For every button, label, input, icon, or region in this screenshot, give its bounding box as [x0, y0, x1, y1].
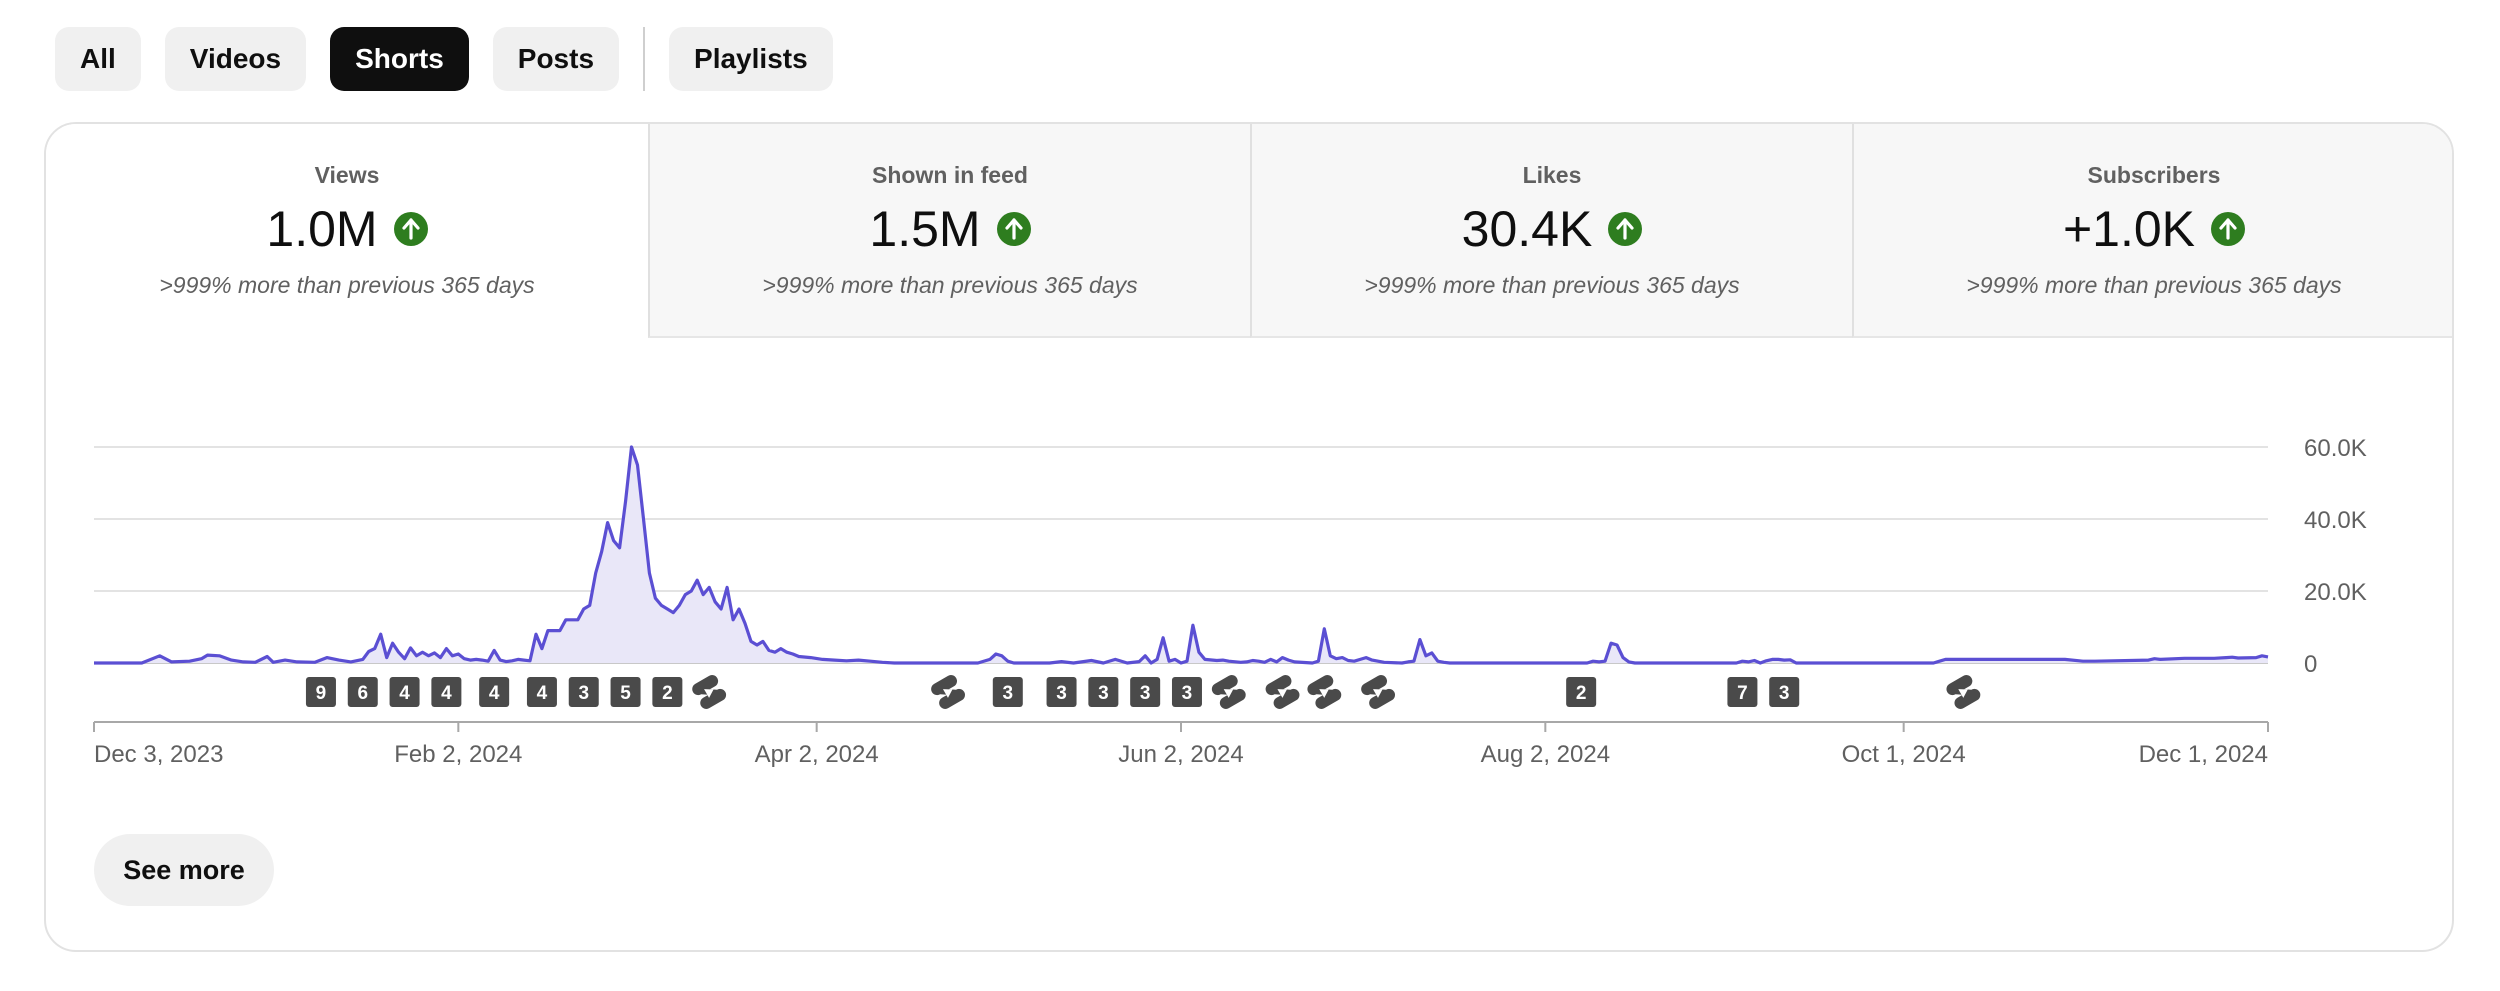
upload-count-marker — [1130, 677, 1161, 707]
upload-count-marker — [305, 677, 336, 707]
see-more-button[interactable]: See more — [94, 834, 274, 906]
upload-count-marker — [389, 677, 420, 707]
tab-shorts[interactable]: Shorts — [330, 27, 469, 91]
metric-comparison: >999% more than previous 365 days — [762, 272, 1138, 298]
upload-count-label: 4 — [399, 683, 410, 704]
upload-count-marker — [992, 677, 1023, 707]
metric-comparison: >999% more than previous 365 days — [1364, 272, 1740, 298]
metric-value: 1.5M — [869, 201, 981, 257]
metric-comparison: >999% more than previous 365 days — [159, 272, 535, 298]
shorts-marker-icon — [1265, 675, 1300, 709]
metric-label: Views — [314, 162, 380, 188]
x-tick-label: Feb 2, 2024 — [394, 741, 522, 768]
analytics-card: Views 1.0M >999% more than previous 365 … — [44, 122, 2454, 952]
tab-playlists[interactable]: Playlists — [669, 27, 833, 91]
metric-tab-shown-in-feed[interactable]: Shown in feed 1.5M >999% more than previ… — [648, 124, 1250, 338]
x-tick-label: Jun 2, 2024 — [1118, 741, 1243, 768]
upload-count-label: 4 — [489, 683, 500, 704]
shorts-marker-icon — [1211, 675, 1246, 709]
upload-count-marker — [1727, 677, 1758, 707]
upload-count-marker — [610, 677, 641, 707]
metric-value: +1.0K — [2062, 201, 2196, 257]
metric-value: 30.4K — [1461, 201, 1593, 257]
views-line-chart: 60.0K 40.0K 20.0K 0 Dec 3, 2023 Feb 2, 2024 Ap… — [93, 435, 2367, 768]
shorts-marker-icon — [692, 675, 727, 709]
tab-divider — [643, 27, 646, 91]
upload-count-label: 2 — [662, 683, 673, 704]
metric-tab-views[interactable]: Views 1.0M >999% more than previous 365 … — [46, 124, 648, 338]
x-tick-label: Aug 2, 2024 — [1481, 741, 1610, 768]
upload-count-marker — [1046, 677, 1077, 707]
trend-up-icon — [393, 212, 428, 246]
metric-tab-subscribers[interactable]: Subscribers +1.0K >999% more than previo… — [1852, 124, 2452, 338]
shorts-marker-icon — [1361, 675, 1395, 709]
metric-value: 1.0M — [266, 201, 378, 257]
upload-count-label: 3 — [1098, 683, 1109, 704]
upload-count-marker — [347, 677, 378, 707]
x-tick-label: Dec 1, 2024 — [2139, 741, 2268, 768]
upload-count-label: 4 — [441, 683, 452, 704]
metric-label: Shown in feed — [872, 162, 1028, 188]
content-type-tabs: All Videos Shorts Posts Playlists — [55, 27, 857, 91]
y-tick-label: 0 — [2304, 651, 2317, 678]
metric-label: Likes — [1522, 162, 1582, 188]
upload-count-marker — [1088, 677, 1119, 707]
y-tick-label: 60.0K — [2304, 435, 2367, 462]
upload-count-label: 4 — [537, 683, 548, 704]
metric-tabs: Views 1.0M >999% more than previous 365 … — [46, 124, 2452, 338]
y-tick-label: 20.0K — [2304, 579, 2367, 606]
shorts-marker-icon — [1307, 675, 1342, 709]
upload-count-label: 3 — [1140, 683, 1151, 704]
trend-up-icon — [2211, 212, 2246, 246]
tab-videos[interactable]: Videos — [164, 27, 307, 91]
trend-up-icon — [996, 212, 1031, 246]
upload-count-marker — [526, 677, 557, 707]
upload-count-label: 3 — [578, 683, 589, 704]
x-tick-label: Dec 3, 2023 — [94, 741, 223, 768]
y-tick-label: 40.0K — [2304, 507, 2367, 534]
upload-count-label: 6 — [357, 683, 368, 704]
x-tick-label: Apr 2, 2024 — [755, 741, 879, 768]
upload-count-marker — [652, 677, 683, 707]
upload-count-marker — [479, 677, 510, 707]
upload-count-label: 3 — [1003, 683, 1014, 704]
metric-label: Subscribers — [2087, 162, 2221, 188]
upload-count-label: 3 — [1056, 683, 1067, 704]
upload-count-label: 3 — [1182, 683, 1193, 704]
tab-all[interactable]: All — [55, 27, 141, 91]
upload-count-label: 7 — [1737, 683, 1748, 704]
x-tick-label: Oct 1, 2024 — [1842, 741, 1966, 768]
metric-comparison: >999% more than previous 365 days — [1966, 272, 2342, 298]
tab-posts[interactable]: Posts — [492, 27, 620, 91]
upload-count-marker — [1769, 677, 1800, 707]
upload-count-label: 9 — [316, 683, 327, 704]
upload-count-marker — [1171, 677, 1202, 707]
upload-count-label: 5 — [620, 683, 631, 704]
upload-count-marker — [568, 677, 599, 707]
metric-tab-likes[interactable]: Likes 30.4K >999% more than previous 365… — [1250, 124, 1852, 338]
views-series-line — [94, 445, 2269, 665]
shorts-marker-icon — [1946, 675, 1981, 709]
upload-count-label: 3 — [1779, 683, 1790, 704]
views-series-area — [94, 447, 2268, 663]
upload-count-marker — [431, 677, 462, 707]
trend-up-icon — [1608, 212, 1643, 246]
upload-count-marker — [1566, 677, 1597, 707]
shorts-marker-icon — [931, 675, 965, 709]
upload-count-label: 2 — [1576, 683, 1587, 704]
